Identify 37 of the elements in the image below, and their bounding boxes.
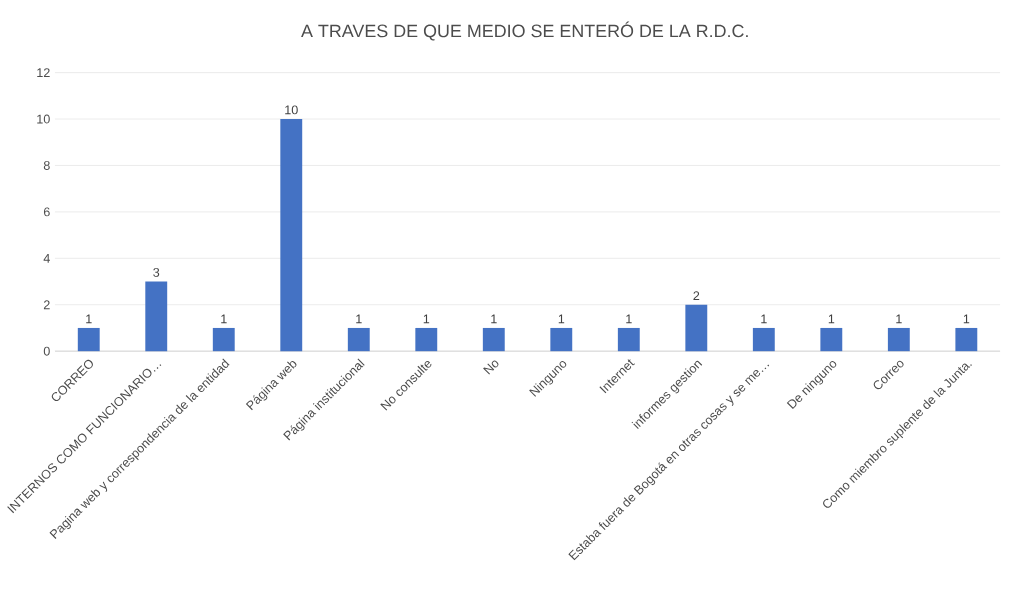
chart-title: A TRAVES DE QUE MEDIO SE ENTERÓ DE LA R.D.C.: [301, 21, 748, 41]
y-tick-label: 10: [37, 114, 50, 124]
data-label: 1: [761, 314, 767, 324]
bar: [145, 281, 168, 352]
bar: [685, 304, 708, 352]
data-label: 1: [558, 314, 565, 324]
y-tick-label: 4: [43, 254, 50, 263]
data-label: 1: [356, 314, 362, 324]
data-label: 1: [828, 314, 835, 324]
bar: [77, 328, 100, 352]
bar: [955, 328, 978, 352]
bar: [550, 328, 573, 352]
data-label: 10: [285, 105, 298, 115]
data-label: 1: [221, 314, 227, 324]
bar: [415, 328, 438, 352]
bar: [617, 328, 640, 352]
bar: [887, 328, 910, 352]
y-tick-label: 2: [43, 300, 50, 310]
y-tick-label: 6: [43, 207, 50, 217]
bar: [280, 119, 303, 352]
bar: [347, 328, 370, 352]
y-tick-label: 0: [43, 346, 50, 356]
data-label: 1: [491, 314, 497, 324]
bar: [820, 328, 843, 352]
x-tick-label: No: [483, 360, 499, 375]
bar: [212, 328, 235, 352]
data-label: 2: [693, 291, 700, 301]
y-tick-label: 12: [37, 68, 50, 78]
data-label: 3: [153, 268, 160, 277]
data-label: 1: [86, 314, 92, 324]
y-tick-label: 8: [43, 161, 50, 171]
data-label: 1: [963, 314, 970, 324]
data-label: 1: [423, 314, 430, 324]
bar: [482, 328, 505, 352]
bar: [752, 328, 775, 352]
data-label: 1: [896, 314, 902, 324]
data-label: 1: [626, 314, 632, 324]
